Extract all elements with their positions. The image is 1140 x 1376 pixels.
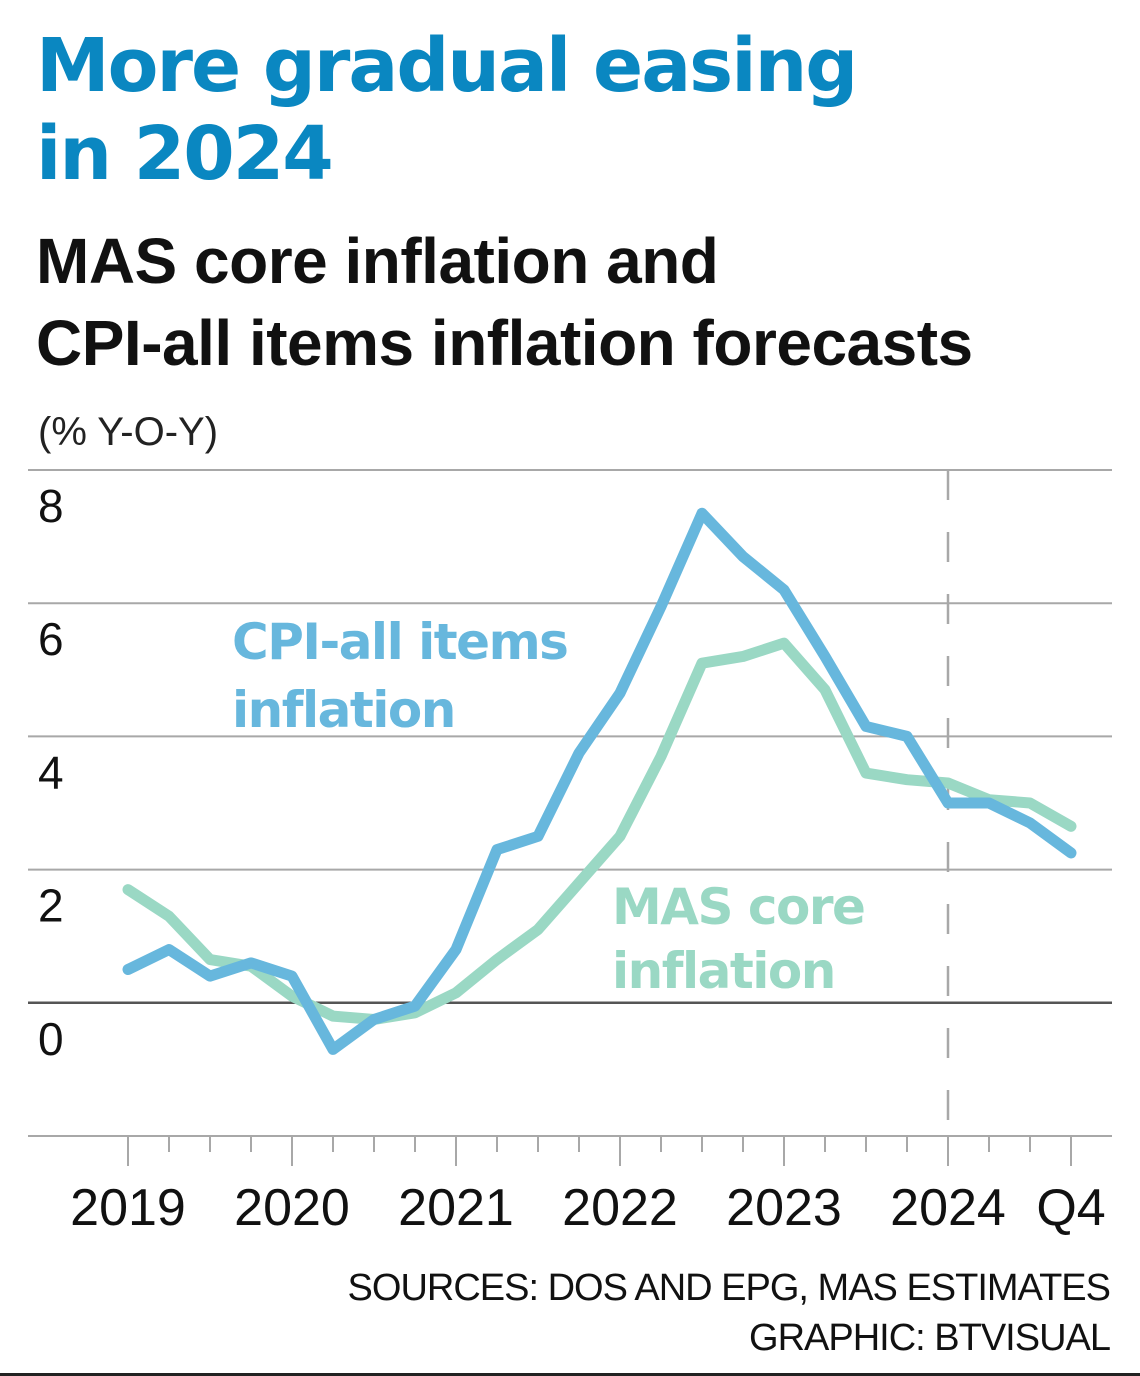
cpi-all-items-line bbox=[122, 507, 1077, 1055]
series-lines bbox=[122, 507, 1077, 1055]
cpi-series-label-line-2: inflation bbox=[232, 681, 455, 739]
y-tick-label: 2 bbox=[38, 880, 64, 932]
x-tick-label: Q4 bbox=[1036, 1179, 1105, 1237]
title-line-2: in 2024 bbox=[36, 111, 334, 197]
cpi-series-label-line-1: CPI-all items bbox=[232, 613, 567, 671]
x-tick-label: 2019 bbox=[70, 1179, 186, 1237]
x-tick-label: 2021 bbox=[398, 1179, 514, 1237]
x-tick-label: 2020 bbox=[234, 1179, 350, 1237]
sources-note: SOURCES: DOS AND EPG, MAS ESTIMATES bbox=[347, 1267, 1111, 1309]
y-tick-label: 4 bbox=[38, 746, 64, 798]
y-tick-label: 8 bbox=[38, 480, 64, 532]
core-series-label-line-1: MAS core bbox=[612, 878, 864, 936]
graphic-credit: GRAPHIC: BTVISUAL bbox=[749, 1317, 1111, 1359]
chart-title: More gradual easing in 2024 bbox=[36, 22, 858, 198]
core-series-label-line-2: inflation bbox=[612, 942, 835, 1000]
subtitle-line-2: CPI-all items inflation forecasts bbox=[36, 307, 973, 379]
x-tick-label: 2024 bbox=[890, 1179, 1006, 1237]
title-line-1: More gradual easing bbox=[36, 23, 858, 109]
gridlines bbox=[28, 469, 1112, 1137]
subtitle-line-1: MAS core inflation and bbox=[36, 225, 719, 297]
y-tick-label: 6 bbox=[38, 613, 64, 665]
x-axis: 2019 2020 2021 2022 2023 2024 Q4 bbox=[70, 1136, 1106, 1237]
series-labels: CPI-all items inflation MAS core inflati… bbox=[232, 613, 866, 1000]
bottom-rule bbox=[0, 1373, 1140, 1376]
mas-core-inflation-line bbox=[122, 637, 1077, 1025]
x-tick-label: 2022 bbox=[562, 1179, 678, 1237]
x-tick-label: 2023 bbox=[726, 1179, 842, 1237]
y-axis-unit-label: (% Y-O-Y) bbox=[38, 410, 219, 454]
y-axis-ticks: 8 6 4 2 0 bbox=[38, 480, 64, 1065]
y-tick-label: 0 bbox=[38, 1013, 64, 1065]
chart-subtitle: MAS core inflation and CPI-all items inf… bbox=[36, 220, 973, 384]
